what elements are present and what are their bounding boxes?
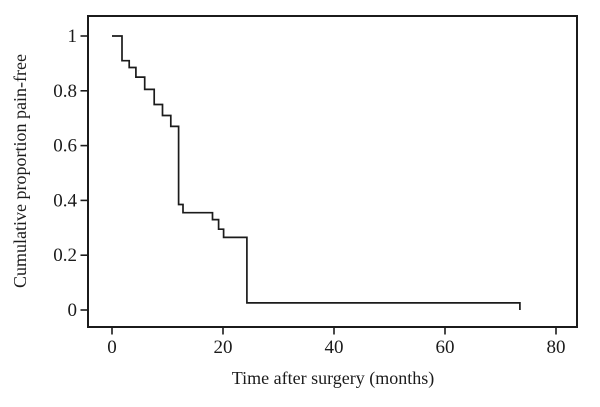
x-axis-ticks: 0 20 40 60 80 (107, 327, 566, 358)
x-tick-label: 80 (547, 337, 566, 358)
y-tick-label: 0.2 (53, 245, 77, 266)
x-tick-label: 0 (107, 337, 117, 358)
y-tick-label: 1 (68, 26, 78, 47)
x-axis-label: Time after surgery (months) (232, 368, 434, 389)
x-tick-label: 20 (214, 337, 233, 358)
y-tick-label: 0.8 (53, 81, 77, 102)
y-axis-ticks: 0 0.2 0.4 0.6 0.8 1 (53, 26, 88, 321)
y-tick-label: 0.6 (53, 136, 77, 157)
y-tick-label: 0.4 (53, 190, 77, 211)
x-tick-label: 60 (436, 337, 455, 358)
x-tick-label: 40 (325, 337, 344, 358)
plot-frame (87, 15, 578, 328)
y-tick-label: 0 (68, 300, 78, 321)
survival-step-curve (112, 35, 521, 310)
y-axis-label: Cumulative proportion pain-free (10, 54, 30, 288)
